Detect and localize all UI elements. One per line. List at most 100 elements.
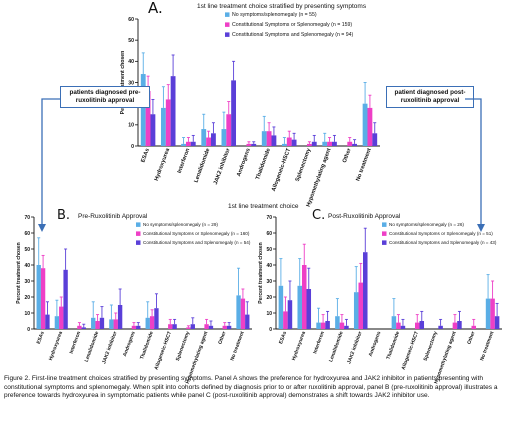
panel-c: C. Post-Ruxolitinib Approval 0 10 20 30 40 50… — [258, 200, 520, 385]
bar-b — [236, 295, 241, 329]
panel-a-title: 1st line treatment choice stratified by … — [197, 3, 367, 10]
bar-a — [190, 141, 196, 146]
panel-b-letter: B. — [57, 208, 71, 223]
bar-a — [150, 114, 156, 146]
bar-c — [344, 325, 349, 329]
panel-c-title: Post-Ruxolitinib Approval — [328, 213, 401, 220]
panel-c-letter: C. — [312, 208, 326, 223]
bar-a — [246, 143, 252, 146]
bar-a — [231, 80, 237, 146]
y-tick-label-a: 60 — [128, 17, 134, 23]
y-tick-label-a: 30 — [128, 80, 134, 86]
legend-label-c: Constitutional Symptoms and Splenomegaly… — [389, 240, 497, 245]
bar-c — [335, 316, 340, 329]
bar-c — [452, 322, 458, 329]
bar-b — [99, 317, 105, 329]
bar-c — [396, 322, 401, 329]
bar-a — [367, 107, 373, 146]
legend-swatch-a — [225, 12, 230, 17]
bar-b — [186, 327, 191, 329]
y-tick-label-b: 10 — [24, 311, 30, 317]
legend-label-a: Constitutional Symptoms and Splenomegaly… — [232, 32, 354, 38]
bar-c — [306, 289, 312, 329]
bar-c — [471, 325, 477, 329]
bar-c — [414, 322, 420, 329]
post-ruxolitinib-box: patient diagnosed post-ruxolitinib appro… — [386, 86, 474, 108]
legend-swatch-b — [136, 240, 141, 245]
bar-c — [485, 298, 491, 329]
bar-a — [201, 129, 207, 146]
y-tick-label-c: 50 — [266, 247, 272, 253]
bar-a — [165, 99, 171, 146]
bar-b — [222, 325, 227, 329]
y-tick-label-a: 10 — [128, 123, 134, 129]
bar-a — [221, 129, 227, 146]
bar-c — [278, 285, 284, 329]
bar-a — [271, 135, 277, 146]
x-tick-label-b: Hydroxyurea — [48, 330, 64, 361]
legend-swatch-c — [382, 231, 387, 236]
bar-a — [181, 143, 186, 146]
x-tick-label-c: Hydroxyurea — [291, 330, 307, 361]
y-tick-label-b: 0 — [27, 327, 30, 333]
x-tick-label-b: Androgens — [122, 330, 137, 357]
bar-a — [145, 90, 151, 146]
bar-a — [226, 114, 232, 146]
bar-c — [438, 325, 443, 329]
bar-c — [400, 325, 406, 329]
bar-c — [287, 300, 293, 329]
bar-b — [95, 321, 100, 329]
bar-b — [190, 324, 195, 329]
x-tick-label-b: Other — [217, 331, 227, 346]
bar-a — [311, 141, 317, 146]
legend-label-b: Constitutional Symptoms and Splenomegaly… — [143, 240, 251, 245]
y-axis-label-a: Percent treatment chosen — [120, 51, 126, 115]
x-tick-label-b: No treatment — [230, 330, 246, 361]
left-arrow-head — [38, 224, 46, 232]
bar-c — [283, 311, 288, 329]
left-arrow — [41, 98, 60, 225]
legend-label-b: Constitutional Symptoms or Splenomegaly … — [143, 231, 250, 236]
x-tick-label-c: Other — [466, 331, 476, 346]
y-tick-label-c: 20 — [266, 295, 272, 301]
bar-a — [291, 139, 297, 146]
chart-b: 0 10 20 30 40 50 60 70 Percent treatment chosen E… — [16, 215, 252, 385]
bar-a — [352, 143, 358, 146]
bar-c — [358, 282, 364, 329]
legend-label-c: Constitutional Symptoms or Splenomegaly … — [389, 231, 493, 236]
panel-b-title: Pre-Ruxolitinib Approval — [78, 213, 148, 220]
y-tick-label-c: 30 — [266, 279, 272, 285]
pre-ruxolitinib-box: patients diagnosed pre- ruxolitinib appr… — [60, 86, 150, 108]
x-tick-label-c: Thalidomide — [386, 330, 402, 360]
bar-b — [172, 324, 177, 329]
x-tick-label-b: ESAs — [36, 330, 46, 345]
y-tick-label-c: 0 — [269, 327, 272, 333]
y-tick-label-c: 70 — [266, 215, 272, 221]
x-tick-label-b: Lenalidomide — [84, 330, 101, 363]
bar-a — [322, 141, 328, 146]
bar-a — [140, 74, 146, 146]
bar-b — [240, 298, 246, 329]
bar-c — [339, 322, 345, 329]
bar-a — [327, 141, 333, 146]
x-tick-label-b: Interferon — [69, 331, 83, 355]
panel-a-letter: A. — [148, 0, 163, 17]
y-axis-label-c: Percent treatment chosen — [258, 242, 264, 303]
x-tick-label-b: JAK2 inhibitor — [101, 331, 118, 365]
bar-c — [325, 321, 330, 329]
bar-b — [59, 306, 64, 329]
x-tick-label-c: Lenalidomide — [328, 330, 345, 363]
bar-b — [113, 319, 118, 329]
x-tick-label-a: Other — [342, 147, 353, 164]
y-tick-label-a: 50 — [128, 38, 134, 44]
bar-a — [160, 107, 166, 146]
bar-c — [494, 316, 500, 329]
bar-b — [77, 325, 82, 329]
bar-a — [211, 133, 216, 146]
legend-swatch-c — [382, 240, 387, 245]
bar-b — [63, 269, 68, 329]
x-tick-label-b: Splenectomy — [175, 330, 191, 362]
bar-a — [185, 141, 191, 146]
x-tick-label-c: JAK2 inhibitor — [346, 331, 363, 365]
bar-b — [154, 308, 159, 329]
